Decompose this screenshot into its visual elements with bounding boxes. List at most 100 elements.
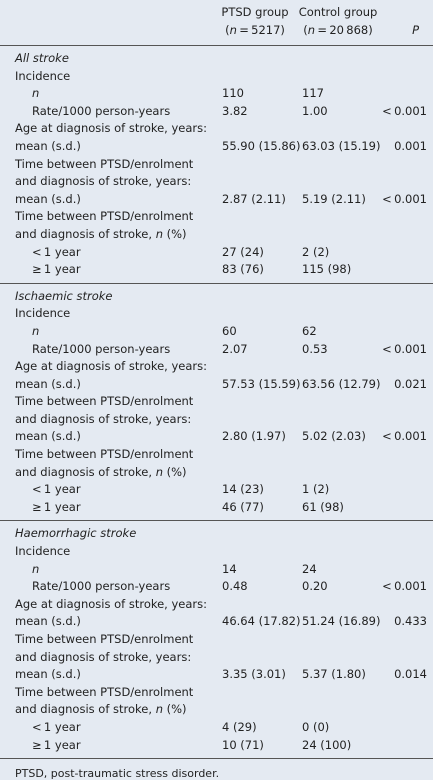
row-label: Rate/1000 person-years [0, 578, 215, 596]
row-label: Time between PTSD/enrolment and diagnosi… [0, 446, 215, 481]
row-label: Time between PTSD/enrolment and diagnosi… [0, 684, 215, 719]
table-row: Time between PTSD/enrolment and diagnosi… [0, 446, 433, 481]
row-label: Age at diagnosis of stroke, years: mean … [0, 120, 215, 155]
text: Rate/1000 person-years [32, 103, 171, 118]
row-label: < 1 year [0, 481, 215, 499]
table-row: Time between PTSD/enrolment and diagnosi… [0, 684, 433, 719]
header-cell: PTSD group (n = 5217) [215, 4, 295, 45]
cell-value: 83 (76) [222, 262, 264, 277]
row-label: Incidence [0, 305, 215, 323]
table-row: Time between PTSD/enrolment and diagnosi… [0, 631, 433, 684]
cell-value: 51.24 (16.89) [302, 614, 381, 629]
cell-value: 5.02 (2.03) [302, 429, 366, 444]
table-row: Rate/1000 person-years 2.07 0.53 < 0.001 [0, 341, 433, 359]
cell-value: 117 [302, 86, 324, 101]
header-cell: Control group (n = 20 868) [295, 4, 381, 45]
row-label: Age at diagnosis of stroke, years: mean … [0, 358, 215, 393]
column-subtitle: (n = 20 868) [295, 22, 381, 40]
table-row: < 1 year 4 (29) 0 (0) [0, 719, 433, 737]
table-row: Age at diagnosis of stroke, years: mean … [0, 358, 433, 393]
table-row: Age at diagnosis of stroke, years: mean … [0, 120, 433, 155]
row-label: Time between PTSD/enrolment and diagnosi… [0, 393, 215, 446]
section-title-row: All stroke [0, 50, 433, 68]
row-label: n [0, 85, 215, 103]
cell-value: 0.433 [394, 614, 427, 629]
cell-value: 5.37 (1.80) [302, 667, 366, 682]
header-cell: P [381, 4, 433, 45]
table-row: Time between PTSD/enrolment and diagnosi… [0, 208, 433, 243]
table-row: Incidence [0, 543, 433, 561]
table-row: Time between PTSD/enrolment and diagnosi… [0, 156, 433, 209]
table-row: < 1 year 27 (24) 2 (2) [0, 244, 433, 262]
cell-value: 1 (2) [302, 482, 330, 497]
italic-text: n [32, 86, 40, 101]
cell-value: 4 (29) [222, 719, 257, 734]
row-label: Incidence [0, 543, 215, 561]
cell-value: < 0.001 [382, 341, 427, 356]
cell-value: 14 [222, 561, 237, 576]
table-row: ≥ 1 year 46 (77) 61 (98) [0, 499, 433, 517]
text: Rate/1000 person-years [32, 579, 171, 594]
cell-value: 0.014 [394, 667, 427, 682]
cell-value: 61 (98) [302, 499, 344, 514]
text: ≥ 1 year [32, 737, 81, 752]
cell-value: 0 (0) [302, 719, 330, 734]
italic-text: n [32, 561, 40, 576]
row-label: Time between PTSD/enrolment and diagnosi… [0, 631, 215, 684]
italic-text: n [155, 702, 163, 717]
table-row: Time between PTSD/enrolment and diagnosi… [0, 393, 433, 446]
table-row: Rate/1000 person-years 3.82 1.00 < 0.001 [0, 103, 433, 121]
table-row: Age at diagnosis of stroke, years: mean … [0, 596, 433, 631]
section-title-row: Ischaemic stroke [0, 288, 433, 306]
italic-text: n [155, 464, 163, 479]
table-row: n 60 62 [0, 323, 433, 341]
cell-value: 2.87 (2.11) [222, 191, 286, 206]
cell-value: 3.82 [222, 103, 248, 118]
cell-value: 24 (100) [302, 737, 352, 752]
cell-value: 0.001 [394, 138, 427, 153]
cell-value: 0.20 [302, 579, 328, 594]
cell-value: 0.53 [302, 341, 328, 356]
cell-value: 3.35 (3.01) [222, 667, 286, 682]
cell-value: 46 (77) [222, 499, 264, 514]
cell-value: 110 [222, 86, 244, 101]
cell-value: 24 [302, 561, 317, 576]
text: ≥ 1 year [32, 499, 81, 514]
table-row: Incidence [0, 305, 433, 323]
row-label: n [0, 561, 215, 579]
section: Ischaemic stroke Incidence n 60 62 Rate/1000 … [0, 284, 433, 522]
cell-value: < 0.001 [382, 103, 427, 118]
column-title: Control group [298, 5, 378, 19]
text: Age at diagnosis of stroke, years: mean … [15, 596, 208, 629]
cell-value: 46.64 (17.82) [222, 614, 301, 629]
column-subtitle: (n = 5217) [215, 22, 295, 40]
text: Time between PTSD/enrolment and diagnosi… [15, 447, 194, 479]
cell-value: 60 [222, 323, 237, 338]
cell-value: 115 (98) [302, 262, 352, 277]
cell-value: 55.90 (15.86) [222, 138, 301, 153]
text: Incidence [15, 544, 71, 559]
row-label: Time between PTSD/enrolment and diagnosi… [0, 156, 215, 209]
text: Time between PTSD/enrolment and diagnosi… [15, 632, 194, 682]
text: ≥ 1 year [32, 262, 81, 277]
cell-value: < 0.001 [382, 429, 427, 444]
text: Incidence [15, 68, 71, 83]
cell-value: 63.56 (12.79) [302, 376, 381, 391]
text: = 20 868) [315, 22, 373, 37]
table-row: < 1 year 14 (23) 1 (2) [0, 481, 433, 499]
text: = 5217) [236, 22, 285, 37]
text: Age at diagnosis of stroke, years: mean … [15, 359, 208, 391]
cell-value: 2.80 (1.97) [222, 429, 286, 444]
row-label: ≥ 1 year [0, 499, 215, 517]
footnote: PTSD, post-traumatic stress disorder. [15, 767, 220, 780]
text: Incidence [15, 306, 71, 321]
cell-value: 5.19 (2.11) [302, 191, 366, 206]
row-label: ≥ 1 year [0, 737, 215, 755]
cell-value: 63.03 (15.19) [302, 138, 381, 153]
row-label: < 1 year [0, 244, 215, 262]
text: Time between PTSD/enrolment and diagnosi… [15, 394, 194, 444]
text: (%) [162, 702, 187, 717]
header-row: PTSD group (n = 5217) Control group (n = 20… [0, 0, 433, 46]
table-row: ≥ 1 year 10 (71) 24 (100) [0, 737, 433, 755]
